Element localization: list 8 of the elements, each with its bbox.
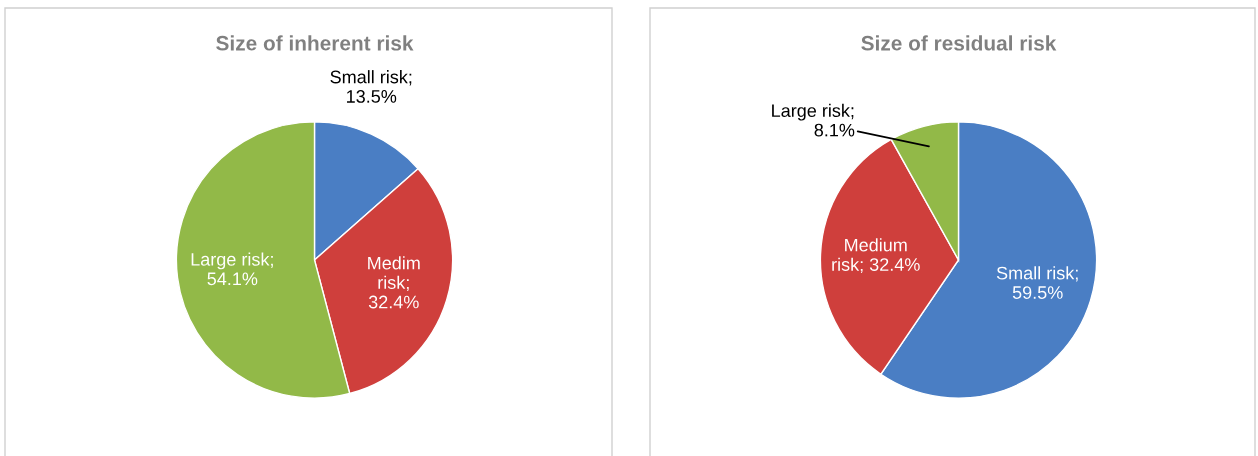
slice-label: Large risk; 54.1% (191, 252, 273, 286)
chart-title: Size of inherent risk (216, 35, 414, 51)
chart-title: Size of residual risk (861, 35, 1057, 51)
slice-label: Small risk; 59.5% (996, 266, 1078, 299)
slice-label: Medim risk; 32.4% (368, 256, 420, 309)
slice-label: Medium risk; 32.4% (832, 238, 920, 274)
slice-label: Large risk; 8.1% (772, 103, 855, 137)
slice-label: Small risk; 13.5% (330, 70, 412, 103)
